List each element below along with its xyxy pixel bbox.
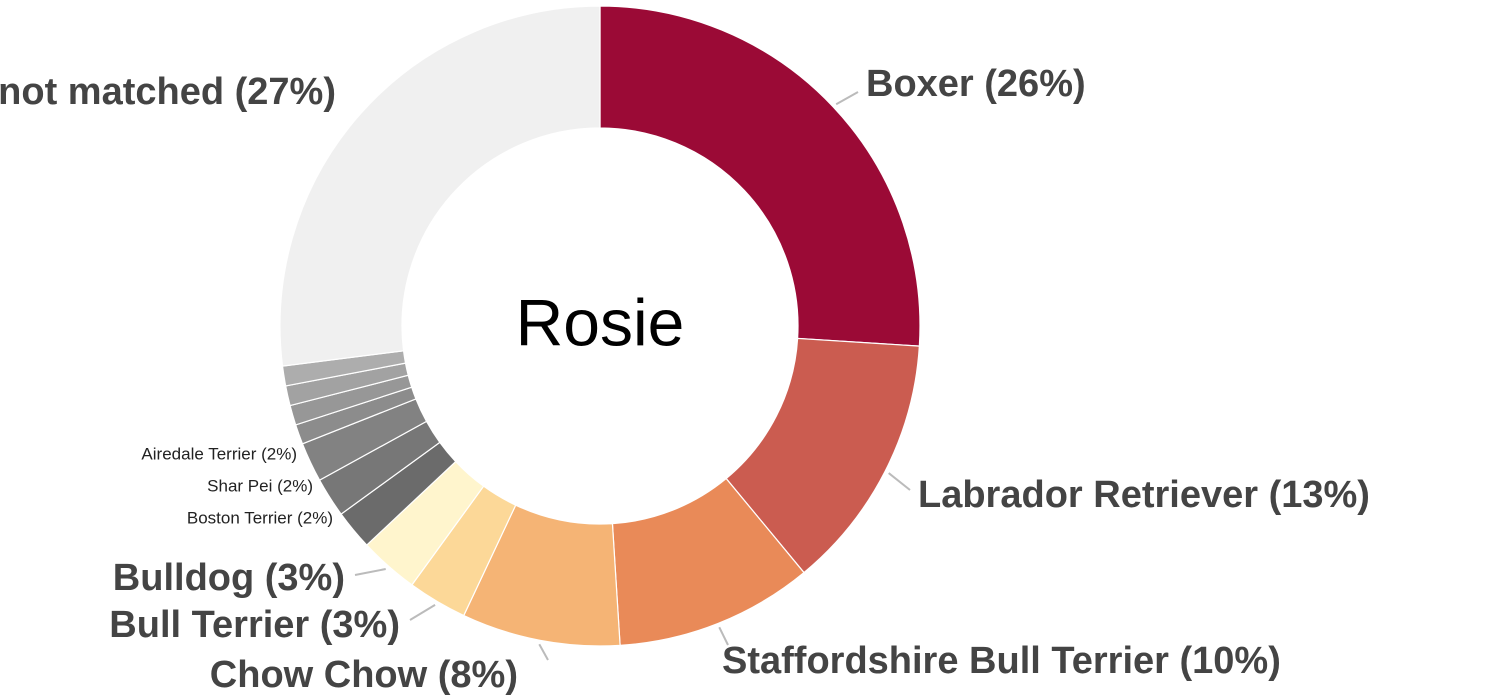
slice-label: Shar Pei (2%) — [207, 476, 313, 495]
slice-label: Airedale Terrier (2%) — [141, 444, 297, 463]
slice-label: Boston Terrier (2%) — [187, 508, 333, 527]
slice-label: Bull Terrier (3%) — [109, 604, 400, 646]
leader-line — [835, 91, 859, 106]
slice-label: Boxer (26%) — [866, 63, 1086, 105]
leader-line — [409, 604, 436, 621]
slice-label: Bulldog (3%) — [113, 557, 345, 599]
slice-label: Staffordshire Bull Terrier (10%) — [722, 640, 1281, 682]
slice-label: Chow Chow (8%) — [210, 654, 518, 696]
chart-title: Rosie — [516, 285, 685, 359]
slice-label: not matched (27%) — [0, 71, 336, 113]
slice — [279, 5, 601, 367]
leader-line — [888, 472, 911, 491]
leader-line — [718, 626, 729, 646]
leader-line — [354, 568, 386, 576]
leader-line — [538, 643, 549, 661]
slice-label: Labrador Retriever (13%) — [918, 474, 1370, 516]
slice — [599, 5, 921, 347]
